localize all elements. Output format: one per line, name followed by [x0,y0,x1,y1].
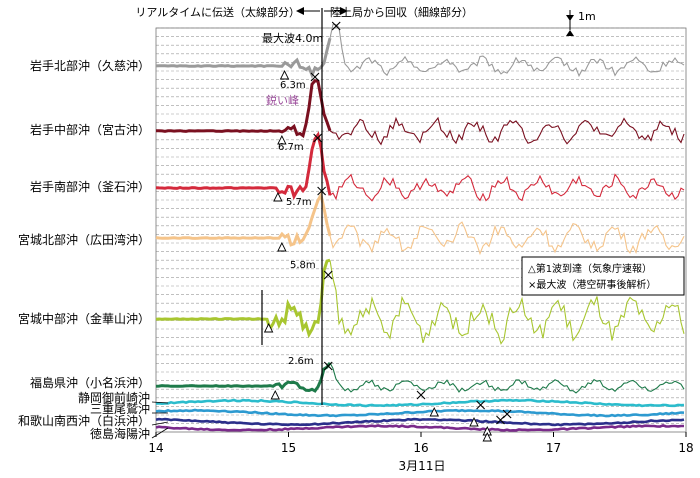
series-line [155,417,685,427]
series-line [155,408,685,418]
series-line-recovered [329,362,685,394]
first-wave-marker [279,69,290,80]
station-labels: 岩手北部沖（久慈沖） 岩手中部沖（宮古沖） 岩手南部沖（釜石沖） 宮城北部沖（広田湾沖… [18,58,169,441]
series-line-realtime [155,191,332,247]
legend-first-wave: △第1波到達（気象庁速報） [528,262,652,275]
series-line-recovered [329,116,685,146]
first-wave-marker [277,134,287,145]
station-label: 三重尾鷲沖 [90,402,150,416]
max-wave-marker [331,21,341,31]
marker-group [261,21,512,442]
first-wave-marker [429,406,439,417]
station-label: 宮城北部沖（広田湾沖） [18,232,150,247]
series-line [155,424,684,432]
label-leader [151,421,169,426]
station-label: 徳島海陽沖 [90,426,150,441]
station-label: 岩手北部沖（久慈沖） [30,58,150,73]
scale-bar: 1m [566,10,596,36]
series-line-realtime [155,131,332,201]
scale-bar-label: 1m [578,10,596,23]
series-line-realtime [155,258,331,339]
max-wave-marker [313,133,323,143]
series-line-recovered [329,221,685,256]
x-axis: 14 15 16 17 18 [148,432,694,455]
series-line-realtime [156,79,332,139]
gridlines [155,27,687,433]
peak-label-iwate-south: 6.7m [278,142,304,153]
x-tick-label: 15 [281,441,296,455]
x-tick-label: 16 [413,441,428,455]
series-line-recovered [329,260,685,345]
series-line-recovered [329,173,685,202]
series-group [155,23,685,432]
series-line-realtime [155,361,332,393]
peak-label-miyagi-north: 5.7m [286,197,312,208]
max-wave-marker [323,270,333,280]
sharp-peak-label: 鋭い峰 [266,93,299,107]
x-tick-label: 14 [148,441,163,455]
series-line [155,398,685,408]
peak-label-iwate-central: 6.3m [280,80,306,91]
max-wave-marker [323,361,333,371]
station-label: 岩手中部沖（宮古沖） [30,122,150,137]
x-tick-label: 18 [678,441,693,455]
max-wave-marker [416,390,426,400]
max-wave-marker [310,72,320,82]
label-leader [151,427,169,439]
first-wave-marker [482,431,492,442]
max-wave-label: 最大波4.0m [262,31,323,45]
first-wave-marker [469,416,479,427]
max-wave-marker [476,400,486,410]
series-line-realtime [155,37,332,79]
station-label: 宮城中部沖（金華山沖） [18,311,150,326]
realtime-annotation: リアルタイムに伝送（太線部分） [135,5,300,19]
station-label: 岩手南部沖（釜石沖） [30,179,150,194]
x-axis-title: 3月11日 [399,459,446,473]
peak-label-miyagi-central: 5.8m [290,260,316,271]
station-label: 静岡御前崎沖 [78,390,150,405]
series-line-recovered [329,23,685,78]
first-wave-marker [263,322,274,333]
first-wave-marker [270,389,280,400]
peak-label-fukushima: 2.6m [288,356,314,367]
legend: △第1波到達（気象庁速報） ×最大波（港空研事後解析） [521,256,685,296]
station-label: 福島県沖（小名浜沖） [30,375,150,390]
first-wave-marker [273,191,283,202]
legend-max-wave: ×最大波（港空研事後解析） [528,278,656,291]
station-label: 和歌山南西沖（白浜沖） [18,413,150,428]
recovered-annotation: 陸上局から回収（細線部分） [330,5,473,19]
plot-frame [155,27,687,433]
label-leader [151,401,169,404]
max-wave-marker [496,415,505,425]
x-tick-label: 17 [546,441,561,455]
first-wave-marker [277,241,287,252]
